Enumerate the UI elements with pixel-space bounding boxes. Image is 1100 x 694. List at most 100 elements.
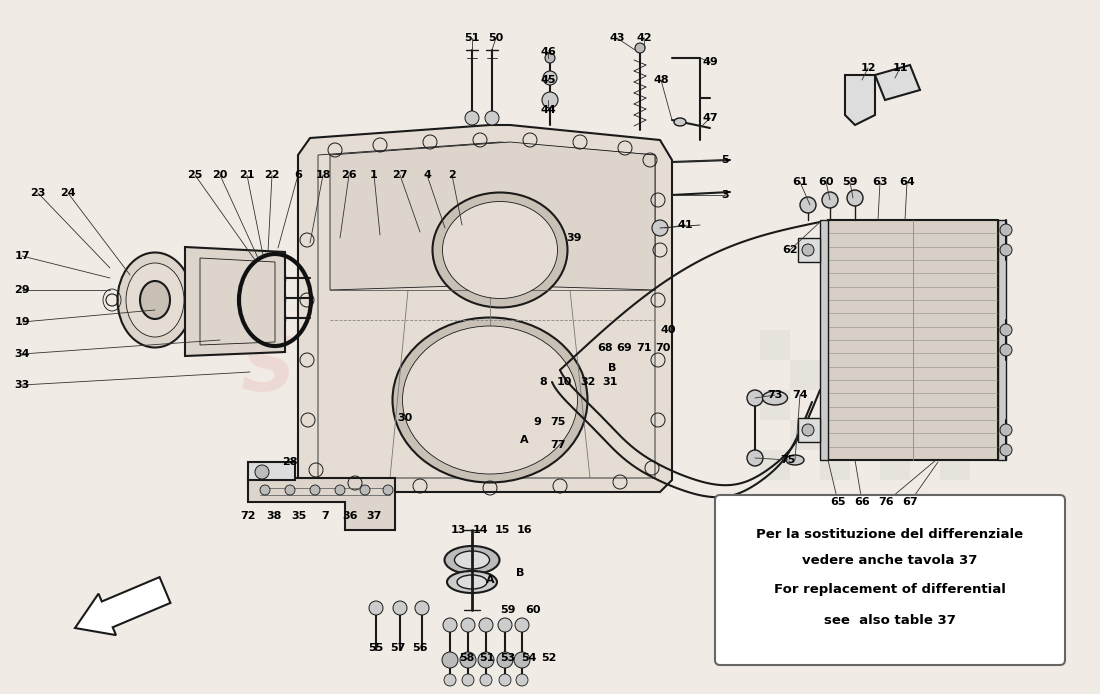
Circle shape [442, 652, 458, 668]
Text: 43: 43 [609, 33, 625, 43]
Text: For replacement of differential: For replacement of differential [774, 584, 1005, 597]
Circle shape [1000, 344, 1012, 356]
Text: 29: 29 [14, 285, 30, 295]
Circle shape [480, 674, 492, 686]
Circle shape [460, 652, 476, 668]
Polygon shape [798, 238, 820, 262]
Text: 58: 58 [460, 653, 475, 663]
Circle shape [393, 601, 407, 615]
Ellipse shape [786, 455, 804, 465]
Polygon shape [248, 478, 395, 530]
Text: 49: 49 [702, 57, 718, 67]
Circle shape [847, 190, 864, 206]
Bar [940, 330, 970, 360]
Circle shape [747, 450, 763, 466]
Text: 18: 18 [316, 170, 331, 180]
Circle shape [1000, 424, 1012, 436]
Text: 6: 6 [294, 170, 301, 180]
Circle shape [800, 197, 816, 213]
Circle shape [802, 244, 814, 256]
Circle shape [1000, 244, 1012, 256]
Bar [970, 360, 1000, 390]
Bar [850, 360, 880, 390]
Text: 2: 2 [448, 170, 455, 180]
Text: see  also table 37: see also table 37 [824, 613, 956, 627]
Text: 10: 10 [557, 377, 572, 387]
Text: 74: 74 [792, 390, 807, 400]
Text: 15: 15 [494, 525, 509, 535]
Text: 28: 28 [283, 457, 298, 467]
Text: 34: 34 [14, 349, 30, 359]
Text: A: A [519, 435, 528, 445]
Circle shape [444, 674, 456, 686]
Circle shape [336, 485, 345, 495]
Text: 12: 12 [860, 63, 876, 73]
Circle shape [415, 601, 429, 615]
Text: 24: 24 [60, 188, 76, 198]
Circle shape [383, 485, 393, 495]
Bar [820, 450, 850, 480]
Bar [850, 420, 880, 450]
Circle shape [255, 465, 270, 479]
Bar [880, 450, 910, 480]
Ellipse shape [403, 326, 578, 474]
Circle shape [465, 111, 478, 125]
Text: 67: 67 [902, 497, 917, 507]
Circle shape [360, 485, 370, 495]
Bar [880, 390, 910, 420]
Circle shape [542, 92, 558, 108]
Bar [760, 450, 790, 480]
Ellipse shape [432, 192, 568, 307]
Text: B: B [608, 363, 616, 373]
Bar [820, 330, 850, 360]
Circle shape [285, 485, 295, 495]
Text: 41: 41 [678, 220, 693, 230]
Text: 75: 75 [550, 417, 565, 427]
Text: 47: 47 [702, 113, 718, 123]
Text: 59: 59 [843, 177, 858, 187]
Circle shape [485, 111, 499, 125]
Text: 14: 14 [472, 525, 487, 535]
Text: 48: 48 [653, 75, 669, 85]
Text: 56: 56 [412, 643, 428, 653]
Polygon shape [248, 462, 295, 480]
Bar [820, 220, 828, 460]
Text: 73: 73 [768, 390, 783, 400]
Text: 20: 20 [212, 170, 228, 180]
Circle shape [515, 618, 529, 632]
Circle shape [499, 674, 512, 686]
Text: 4: 4 [424, 170, 431, 180]
Circle shape [478, 618, 493, 632]
Text: 77: 77 [550, 440, 565, 450]
Text: 66: 66 [854, 497, 870, 507]
Text: 51: 51 [480, 653, 495, 663]
Ellipse shape [126, 263, 184, 337]
Circle shape [516, 674, 528, 686]
Bar [940, 390, 970, 420]
Bar [790, 420, 820, 450]
Text: 38: 38 [266, 511, 282, 521]
Text: 13: 13 [450, 525, 465, 535]
Ellipse shape [393, 317, 587, 482]
Bar [940, 450, 970, 480]
Circle shape [652, 220, 668, 236]
Text: 61: 61 [792, 177, 807, 187]
Text: 60: 60 [526, 605, 541, 615]
Text: 42: 42 [636, 33, 652, 43]
Text: 26: 26 [341, 170, 356, 180]
Text: Per la sostituzione del differenziale: Per la sostituzione del differenziale [757, 529, 1024, 541]
Text: A: A [486, 575, 494, 585]
Text: 17: 17 [14, 251, 30, 261]
Ellipse shape [762, 391, 788, 405]
Polygon shape [798, 418, 820, 442]
Ellipse shape [454, 551, 490, 569]
Polygon shape [845, 75, 875, 125]
Text: 19: 19 [14, 317, 30, 327]
Text: 65: 65 [830, 497, 846, 507]
Text: 37: 37 [366, 511, 382, 521]
Circle shape [497, 652, 513, 668]
Text: 1: 1 [370, 170, 378, 180]
Polygon shape [874, 65, 920, 100]
Polygon shape [330, 142, 654, 290]
Text: 21: 21 [240, 170, 255, 180]
